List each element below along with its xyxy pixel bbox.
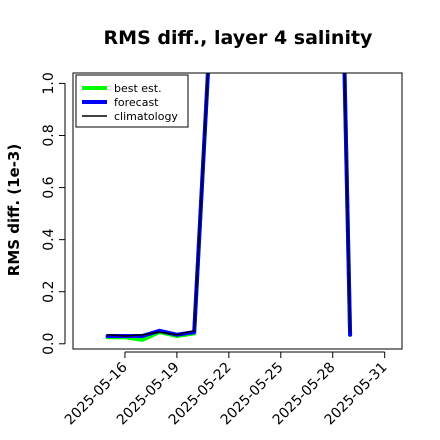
y-tick-label: 0.8: [41, 124, 57, 146]
series-line-best-est: [105, 73, 353, 342]
series-layer: [105, 73, 353, 342]
chart-title: RMS diff., layer 4 salinity: [104, 27, 374, 49]
y-tick-label: 0.0: [41, 333, 57, 355]
legend-label: climatology: [114, 110, 178, 123]
series-line-climatology: [106, 73, 351, 337]
y-tick-label: 0.6: [41, 176, 57, 198]
y-axis: 0.0 0.2 0.4 0.6 0.8 1.0: [41, 72, 66, 355]
series-line-forecast: [105, 73, 353, 338]
y-tick-label: 0.4: [41, 228, 57, 250]
y-axis-label: RMS diff. (1e-3): [5, 144, 23, 276]
plot-frame: [72, 72, 403, 350]
y-tick-label: 1.0: [41, 72, 57, 94]
x-axis: 2025-05-162025-05-192025-05-222025-05-25…: [62, 351, 391, 428]
y-tick-label: 0.2: [41, 281, 57, 303]
legend-label: forecast: [114, 96, 159, 109]
legend-label: best est.: [114, 82, 162, 95]
